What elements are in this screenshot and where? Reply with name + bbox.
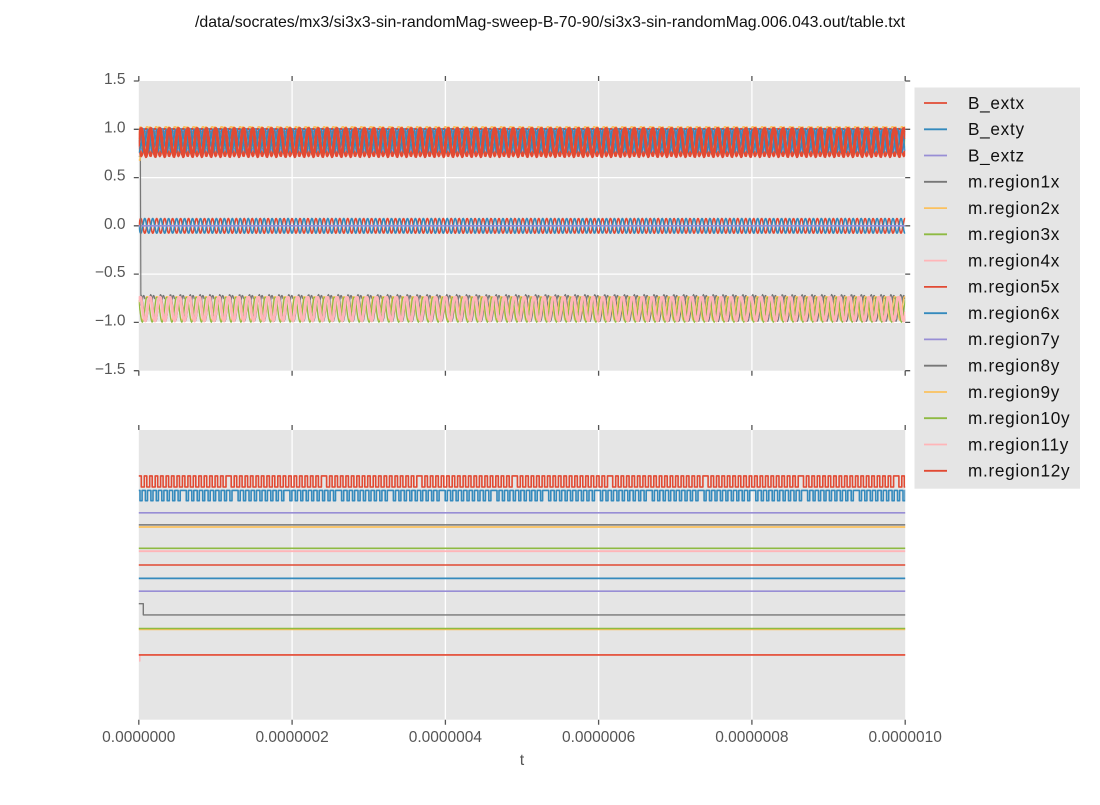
svg-text:m.region12y: m.region12y — [968, 461, 1070, 481]
svg-text:0.0: 0.0 — [104, 216, 126, 233]
svg-text:m.region7y: m.region7y — [968, 329, 1060, 349]
svg-text:0.0000010: 0.0000010 — [869, 729, 943, 746]
svg-text:0.0000000: 0.0000000 — [102, 729, 176, 746]
svg-text:m.region2x: m.region2x — [968, 198, 1060, 218]
svg-text:m.region8y: m.region8y — [968, 356, 1060, 376]
svg-text:m.region6x: m.region6x — [968, 303, 1060, 323]
svg-text:m.region9y: m.region9y — [968, 382, 1060, 402]
svg-text:−1.0: −1.0 — [95, 313, 126, 330]
svg-text:m.region10y: m.region10y — [968, 408, 1070, 428]
svg-text:t: t — [520, 752, 525, 769]
svg-text:/data/socrates/mx3/si3x3-sin-r: /data/socrates/mx3/si3x3-sin-randomMag-s… — [195, 14, 906, 31]
svg-text:−0.5: −0.5 — [95, 264, 126, 281]
svg-text:m.region3x: m.region3x — [968, 224, 1060, 244]
svg-text:0.0000008: 0.0000008 — [715, 729, 788, 746]
svg-text:m.region1x: m.region1x — [968, 172, 1060, 192]
svg-text:−1.5: −1.5 — [95, 361, 126, 378]
svg-text:B_extz: B_extz — [968, 145, 1025, 165]
svg-text:1.5: 1.5 — [104, 71, 126, 88]
svg-text:0.5: 0.5 — [104, 168, 126, 185]
svg-text:m.region5x: m.region5x — [968, 277, 1060, 297]
svg-text:m.region11y: m.region11y — [968, 434, 1069, 454]
svg-text:1.0: 1.0 — [104, 119, 126, 136]
svg-text:0.0000004: 0.0000004 — [409, 729, 483, 746]
svg-text:0.0000002: 0.0000002 — [255, 729, 328, 746]
svg-text:B_exty: B_exty — [968, 119, 1025, 139]
svg-text:m.region4x: m.region4x — [968, 250, 1060, 270]
svg-text:0.0000006: 0.0000006 — [562, 729, 635, 746]
svg-text:B_extx: B_extx — [968, 93, 1025, 113]
